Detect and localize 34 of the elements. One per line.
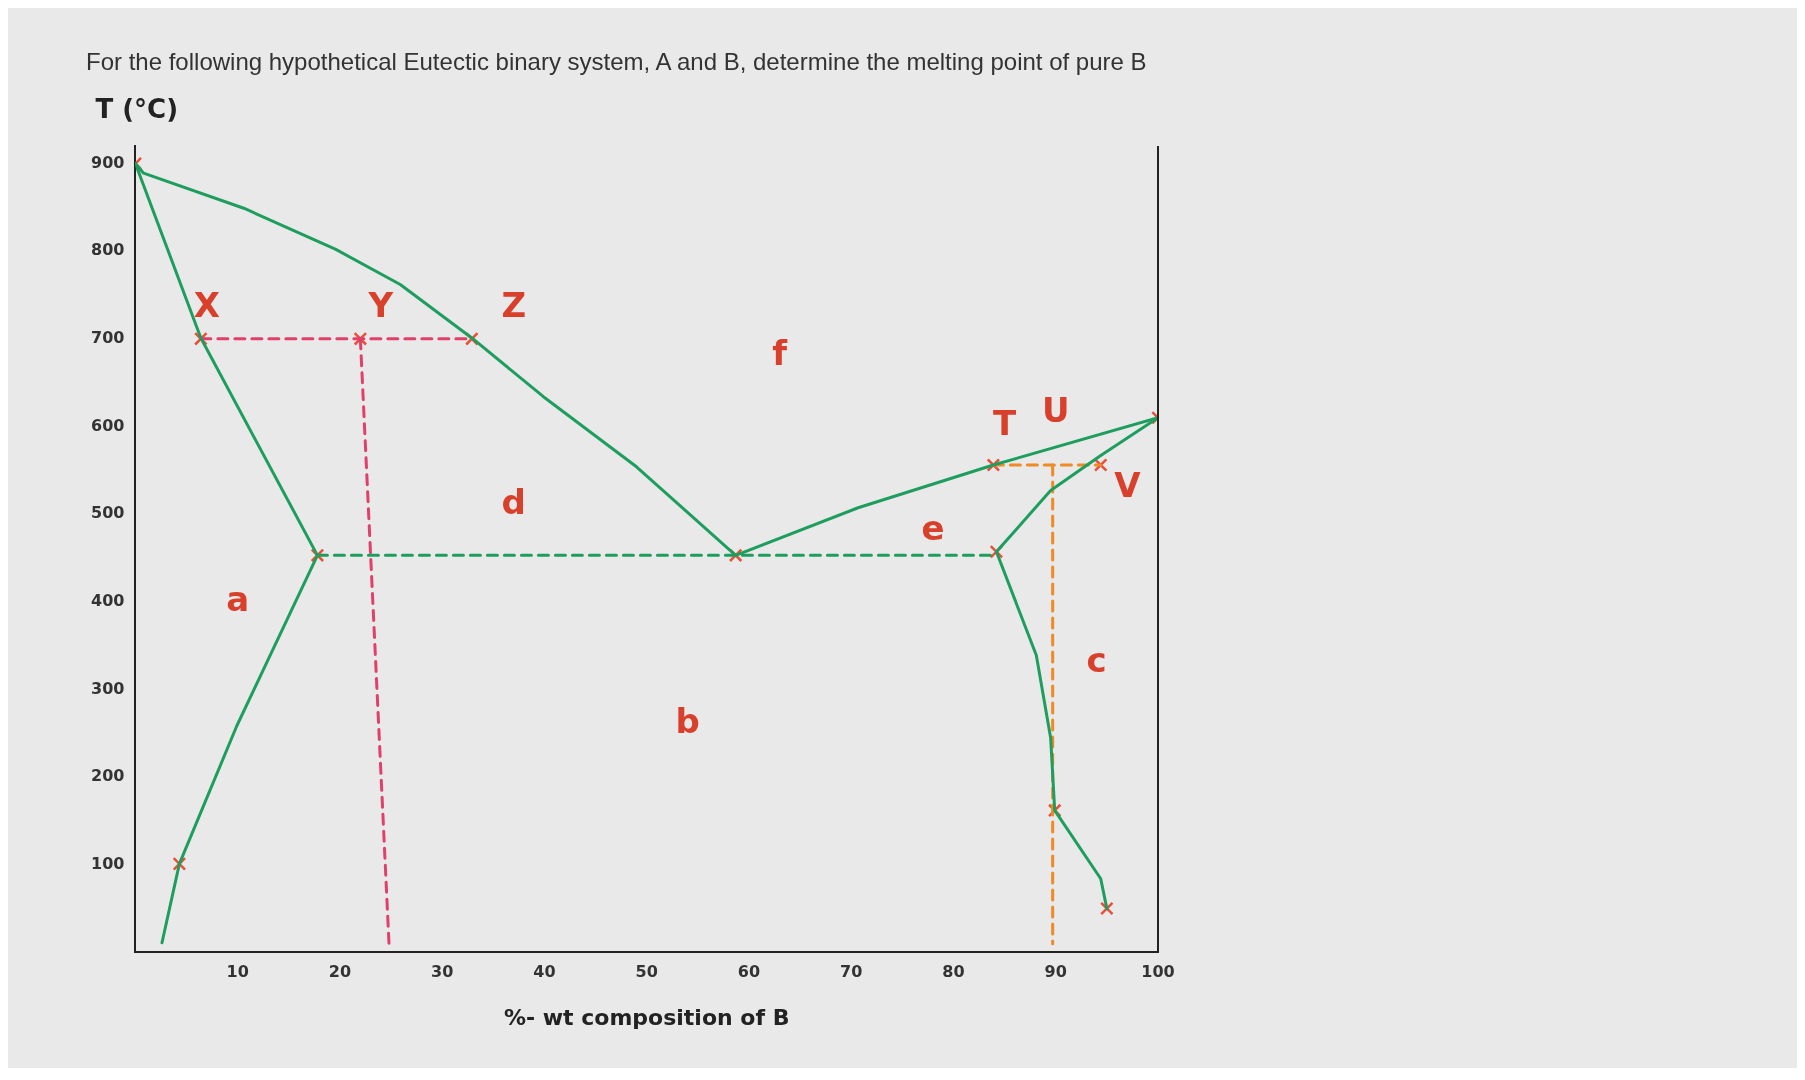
annotation: d [501,482,526,523]
y-tick-label: 900 [90,152,125,172]
y-tick-label: 100 [90,853,125,873]
annotation: c [1086,639,1107,680]
x-tick-label: 60 [737,962,761,982]
annotation: Z [501,284,527,325]
y-tick-label: 500 [90,503,125,523]
x-tick-label: 20 [328,962,352,982]
y-tick-label: 400 [90,590,125,610]
x-tick-label: 30 [431,962,454,982]
y-tick-label: 600 [90,415,125,435]
annotation: e [921,508,945,549]
annotation: T [993,403,1018,444]
x-tick-label: 100 [1141,962,1175,982]
annotation: X [193,284,221,325]
x-tick-label: 40 [533,962,556,982]
annotation: V [1114,464,1142,505]
annotation: b [675,701,700,742]
annotation: f [772,333,789,374]
y-tick-label: 800 [90,240,125,260]
annotation: Y [367,284,394,325]
chart-title: For the following hypothetical Eutectic binary system, A and B, determine the melting point of pure B [85,47,1148,76]
x-axis-title: %- wt composition of B [503,1004,790,1030]
x-tick-label: 80 [942,962,965,982]
x-tick-label: 90 [1044,962,1067,982]
annotation: a [226,578,250,619]
y-tick-label: 200 [90,766,125,786]
y-tick-label: 300 [90,678,125,698]
y-tick-label: 700 [90,327,125,347]
x-tick-label: 70 [840,962,863,982]
annotation: U [1041,390,1070,431]
x-tick-label: 10 [226,962,249,982]
y-axis-title: T (°C) [95,93,179,124]
x-tick-label: 50 [635,962,658,982]
